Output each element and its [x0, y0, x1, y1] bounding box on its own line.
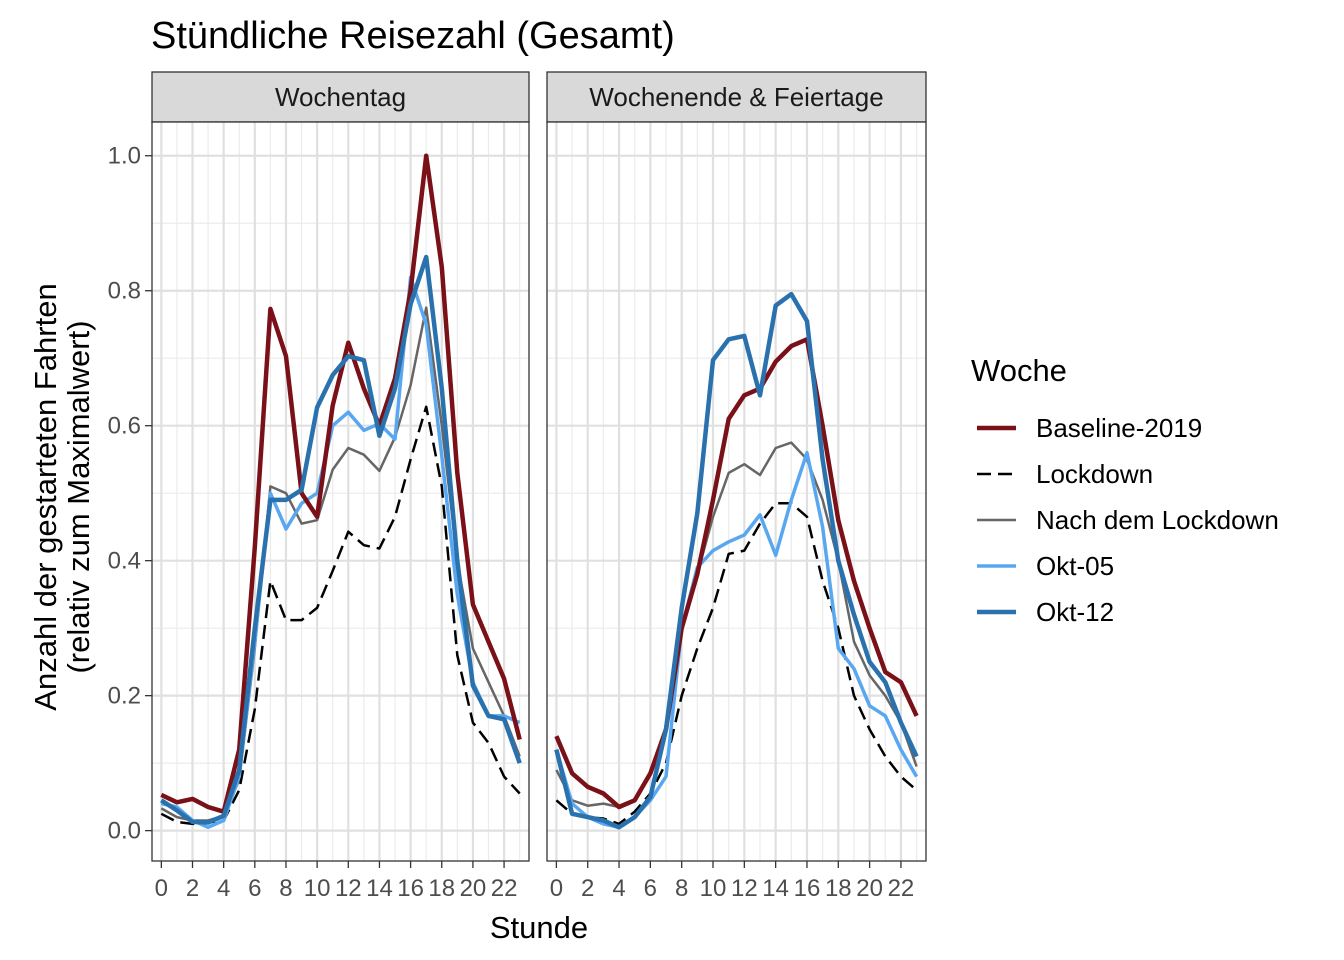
x-tick-label: 14 [762, 875, 789, 902]
legend-item: Lockdown [977, 459, 1153, 489]
plot-background [547, 122, 926, 861]
x-tick-label: 22 [491, 875, 518, 902]
x-tick-label: 0 [550, 875, 563, 902]
x-tick-label: 20 [856, 875, 883, 902]
x-tick-label: 8 [279, 875, 292, 902]
series-line-baseline-2019 [160, 153, 522, 814]
legend-item: Okt-05 [977, 551, 1114, 581]
y-axis-title: Anzahl der gestarteten Fahrten (relativ … [28, 283, 96, 710]
series-lines [554, 291, 919, 830]
series-line-okt-12 [554, 291, 919, 830]
x-tick-label: 12 [335, 875, 362, 902]
legend-title: Woche [971, 353, 1067, 388]
panel-wochentag: Wochentag 0 2 4 6 8 10 12 14 16 18 20 22 [151, 71, 530, 902]
legend: Woche Baseline-2019 Lockdown Nach dem Lock… [971, 353, 1279, 627]
legend-label: Okt-05 [1036, 551, 1114, 581]
y-tick-label: 0.4 [108, 548, 141, 575]
y-tick-label: 0.0 [108, 818, 141, 845]
x-tick-label: 16 [794, 875, 821, 902]
gridlines [547, 122, 926, 861]
x-tick-label: 2 [186, 875, 199, 902]
x-tick-label: 6 [644, 875, 657, 902]
y-axis-title-line2: (relativ zum Maximalwert) [61, 320, 96, 673]
x-tick-label: 0 [155, 875, 168, 902]
gridlines [152, 122, 529, 861]
plot-border [546, 121, 927, 862]
legend-label: Lockdown [1036, 459, 1153, 489]
x-axis-title: Stunde [490, 910, 588, 945]
panel-wochenende-feiertage: Wochenende & Feiertage 0 2 4 6 8 10 12 14 16 18 20… [546, 71, 927, 902]
x-axis: 0 2 4 6 8 10 12 14 16 18 20 22 [155, 861, 518, 902]
strip-background [151, 71, 530, 123]
y-tick-label: 0.8 [108, 278, 141, 305]
y-axis: 0.0 0.2 0.4 0.6 0.8 1.0 [108, 143, 152, 845]
x-tick-label: 2 [581, 875, 594, 902]
y-tick-label: 0.2 [108, 683, 141, 710]
chart-title: Stündliche Reisezahl (Gesamt) [151, 15, 675, 57]
x-tick-label: 10 [304, 875, 331, 902]
series-line-okt-05 [160, 275, 521, 830]
series-line-lockdown [160, 405, 521, 826]
series-line-baseline-2019 [554, 337, 919, 810]
legend-label: Okt-12 [1036, 597, 1114, 627]
series-lines [160, 153, 522, 830]
y-axis-title-line1: Anzahl der gestarteten Fahrten [28, 283, 63, 710]
legend-label: Baseline-2019 [1036, 413, 1202, 443]
strip-label: Wochentag [275, 82, 406, 112]
plot-background [152, 122, 529, 861]
x-tick-label: 18 [428, 875, 455, 902]
x-tick-label: 8 [675, 875, 688, 902]
series-line-lockdown [555, 502, 918, 826]
y-tick-label: 0.6 [108, 413, 141, 440]
legend-item: Baseline-2019 [977, 413, 1202, 443]
x-tick-label: 10 [700, 875, 727, 902]
x-tick-label: 12 [731, 875, 758, 902]
x-axis: 0 2 4 6 8 10 12 14 16 18 20 22 [550, 861, 915, 902]
x-tick-label: 18 [825, 875, 852, 902]
legend-items: Baseline-2019 Lockdown Nach dem Lockdown Ok… [977, 413, 1279, 627]
y-tick-label: 1.0 [108, 143, 141, 170]
legend-label: Nach dem Lockdown [1036, 505, 1279, 535]
strip-label: Wochenende & Feiertage [589, 82, 883, 112]
plot-border [151, 121, 530, 862]
legend-item: Okt-12 [977, 597, 1114, 627]
x-tick-label: 16 [397, 875, 424, 902]
x-tick-label: 4 [612, 875, 625, 902]
x-tick-label: 14 [366, 875, 393, 902]
x-tick-label: 6 [248, 875, 261, 902]
series-line-okt-12 [160, 254, 522, 825]
x-tick-label: 4 [217, 875, 230, 902]
x-tick-label: 22 [888, 875, 915, 902]
x-tick-label: 20 [460, 875, 487, 902]
legend-item: Nach dem Lockdown [977, 505, 1279, 535]
